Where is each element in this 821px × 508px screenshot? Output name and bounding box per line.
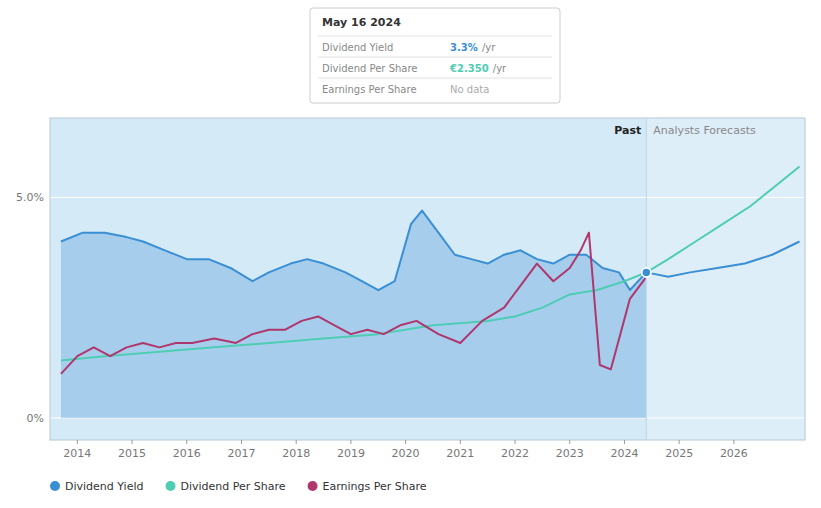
forecast-region xyxy=(646,118,805,440)
tooltip: May 16 2024 Dividend Yield 3.3% /yr Dividen… xyxy=(310,8,560,103)
tooltip-title: May 16 2024 xyxy=(322,16,401,29)
x-tick xyxy=(132,440,133,444)
x-tick-label: 2022 xyxy=(501,447,529,460)
plot-frame xyxy=(50,118,805,440)
line xyxy=(61,233,646,374)
x-tick-label: 2019 xyxy=(337,447,365,460)
tooltip-box xyxy=(310,8,560,103)
x-tick xyxy=(569,440,570,444)
x-tick xyxy=(405,440,406,444)
x-tick xyxy=(733,440,734,444)
series xyxy=(61,118,800,440)
legend-marker xyxy=(165,481,175,491)
x-tick-label: 2024 xyxy=(610,447,638,460)
grid xyxy=(50,197,805,418)
point xyxy=(642,268,651,277)
tooltip-label: Dividend Per Share xyxy=(322,63,418,74)
x-tick xyxy=(186,440,187,444)
x-tick-label: 2023 xyxy=(556,447,584,460)
tooltip-value: No data xyxy=(450,84,489,95)
grid-line xyxy=(50,197,805,198)
x-tick-label: 2016 xyxy=(173,447,201,460)
area xyxy=(61,211,646,418)
legend-label: Dividend Yield xyxy=(65,480,143,493)
x-tick xyxy=(241,440,242,444)
x-tick-label: 2020 xyxy=(392,447,420,460)
legend-marker xyxy=(50,481,60,491)
annotation: Analysts Forecasts xyxy=(653,124,756,137)
x-tick-label: 2026 xyxy=(720,447,748,460)
y-tick-label: 5.0% xyxy=(16,191,44,204)
tooltip-label: Dividend Yield xyxy=(322,42,393,53)
tooltip-value: 3.3% xyxy=(450,42,478,53)
tooltip-separator xyxy=(318,78,552,79)
annotation: Past xyxy=(614,124,641,137)
past-region xyxy=(50,118,646,440)
tooltip-unit: /yr xyxy=(479,42,496,53)
x-tick-label: 2014 xyxy=(63,447,91,460)
legend: Dividend Yield Dividend Per Share Earnings… xyxy=(50,480,427,493)
x-tick-label: 2015 xyxy=(118,447,146,460)
line xyxy=(61,272,646,360)
regions xyxy=(50,118,805,440)
x-tick xyxy=(515,440,516,444)
x-tick-label: 2018 xyxy=(282,447,310,460)
x-tick xyxy=(296,440,297,444)
tooltip-separator xyxy=(318,57,552,58)
divider xyxy=(646,118,647,440)
tooltip-separator xyxy=(318,36,552,37)
x-tick-label: 2017 xyxy=(227,447,255,460)
x-tick xyxy=(350,440,351,444)
x-tick xyxy=(679,440,680,444)
tooltip-unit: /yr xyxy=(490,63,507,74)
x-tick-label: 2025 xyxy=(665,447,693,460)
point xyxy=(642,268,651,277)
legend-label: Earnings Per Share xyxy=(323,480,427,493)
chart: 0% 5.0% 2014 2015 2016 2017 2018 2019 2020 2021 20… xyxy=(0,0,821,508)
x-tick-label: 2021 xyxy=(446,447,474,460)
forecast-line xyxy=(646,167,799,273)
y-tick-label: 0% xyxy=(27,412,44,425)
x-tick xyxy=(77,440,78,444)
x-tick xyxy=(460,440,461,444)
legend-label: Dividend Per Share xyxy=(180,480,285,493)
legend-marker xyxy=(308,481,318,491)
x-tick xyxy=(624,440,625,444)
tooltip-value: €2.350 xyxy=(449,63,489,74)
tooltip-label: Earnings Per Share xyxy=(322,84,417,95)
